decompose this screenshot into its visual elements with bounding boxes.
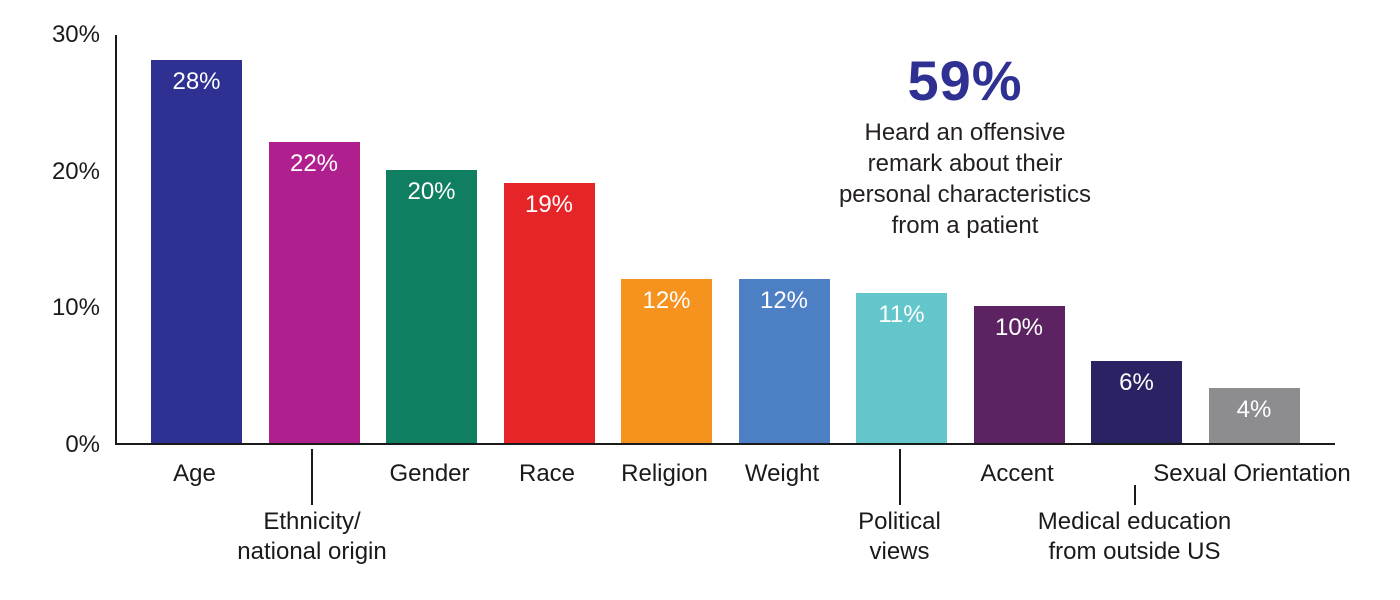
x-tick-line xyxy=(898,449,901,505)
bar-value-label: 11% xyxy=(878,301,925,328)
bar-political-views: 11% xyxy=(856,293,947,443)
bar-age: 28% xyxy=(151,60,242,443)
x-label-sexual-orientation: Sexual Orientation xyxy=(1153,460,1351,487)
x-label-age: Age xyxy=(173,460,216,487)
bar-value-label: 10% xyxy=(994,314,1044,341)
bar-ethnicity-national-origin: 22% xyxy=(268,142,360,443)
bar-value-label: 12% xyxy=(759,287,809,314)
bar-medical-education-from-outside-us: 6% xyxy=(1091,361,1182,443)
y-tick-label: 20% xyxy=(51,157,100,185)
x-label-ethnicity-national-origin: Ethnicity/ national origin xyxy=(237,508,387,565)
x-label-accent: Accent xyxy=(980,460,1054,487)
plot-area: 28% 22% 20% 19% 12% 12% 11% 10% 6% 4% xyxy=(115,35,1335,445)
bar-value-label: 12% xyxy=(642,287,691,314)
annotation-text: Heard an offensive remark about their pe… xyxy=(838,119,1092,239)
annotation-callout: 59% Heard an offensive remark about thei… xyxy=(795,48,1135,241)
x-label-medical-education-from-outside-us: Medical education from outside US xyxy=(1037,508,1232,565)
bar-value-label: 6% xyxy=(1119,369,1154,396)
x-axis: Age Ethnicity/ national origin Gender Race R… xyxy=(0,447,1400,597)
bar-religion: 12% xyxy=(621,279,712,443)
bar-accent: 10% xyxy=(973,306,1065,443)
bar-race: 19% xyxy=(503,183,595,443)
y-tick-label: 30% xyxy=(51,21,100,48)
x-label-weight: Weight xyxy=(744,460,820,487)
bar-value-label: 28% xyxy=(172,68,221,95)
bar-gender: 20% xyxy=(386,170,477,443)
y-axis: 0% 10% 20% 30% xyxy=(0,0,100,470)
bar-weight: 12% xyxy=(738,279,830,443)
bar-sexual-orientation: 4% xyxy=(1208,388,1300,443)
y-tick-label: 0% xyxy=(65,431,100,458)
x-label-political-views: Political views xyxy=(858,508,941,565)
x-tick-line xyxy=(311,449,313,505)
bar-value-label: 22% xyxy=(289,150,339,177)
x-label-religion: Religion xyxy=(621,460,708,487)
x-tick-line xyxy=(1133,485,1136,505)
x-label-race: Race xyxy=(518,460,576,487)
bar-value-label: 20% xyxy=(407,178,456,205)
bar-value-label: 19% xyxy=(524,191,574,218)
bar-value-label: 4% xyxy=(1236,396,1272,423)
x-label-gender: Gender xyxy=(389,460,470,487)
annotation-value: 59% xyxy=(907,49,1023,112)
y-tick-label: 10% xyxy=(51,294,100,322)
